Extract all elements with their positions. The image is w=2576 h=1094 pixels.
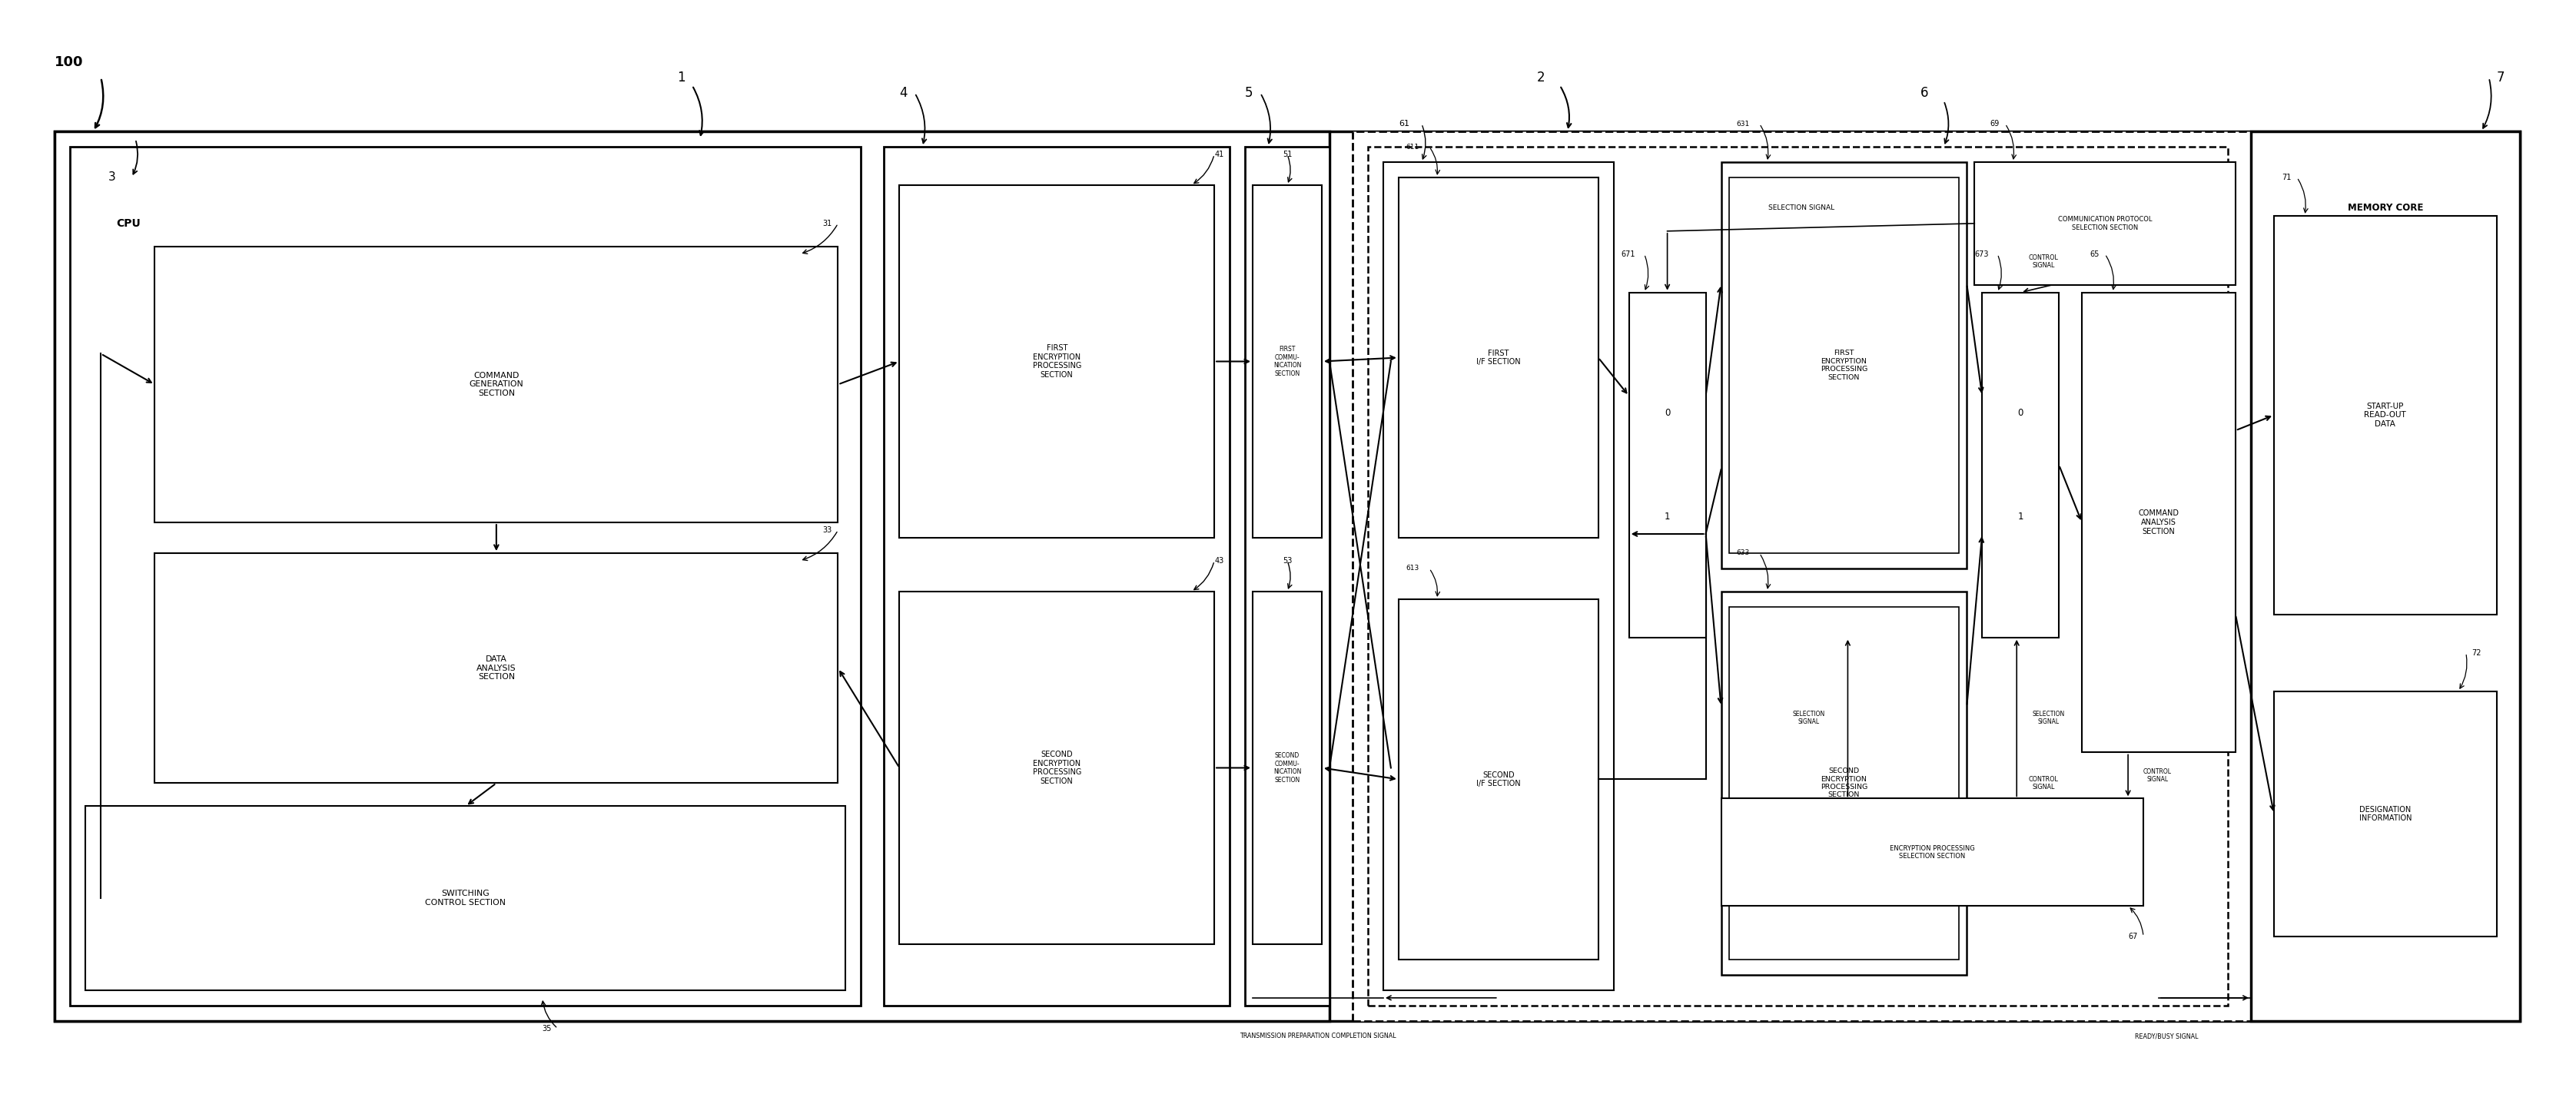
Text: 0: 0	[2017, 408, 2022, 418]
Text: CONTROL
SIGNAL: CONTROL SIGNAL	[2030, 254, 2058, 269]
Text: READY/BUSY SIGNAL: READY/BUSY SIGNAL	[2136, 1033, 2197, 1039]
Text: 1: 1	[1664, 512, 1669, 522]
Text: SELECTION SIGNAL: SELECTION SIGNAL	[1770, 205, 1834, 211]
Text: 35: 35	[544, 1025, 551, 1033]
Bar	[1352, 131, 2519, 1021]
Text: COMMAND
ANALYSIS
SECTION: COMMAND ANALYSIS SECTION	[2138, 510, 2179, 535]
Text: FIRST
COMMU-
NICATION
SECTION: FIRST COMMU- NICATION SECTION	[1273, 346, 1301, 377]
Text: SECOND
ENCRYPTION
PROCESSING
SECTION: SECOND ENCRYPTION PROCESSING SECTION	[1821, 768, 1868, 799]
Text: FIRST
I/F SECTION: FIRST I/F SECTION	[1476, 349, 1520, 365]
Text: 2: 2	[1538, 71, 1546, 84]
Text: 61: 61	[1399, 120, 1409, 128]
Bar	[1981, 292, 2058, 638]
Bar	[1721, 592, 1968, 975]
Text: DATA
ANALYSIS
SECTION: DATA ANALYSIS SECTION	[477, 655, 515, 680]
Text: SELECTION
SIGNAL: SELECTION SIGNAL	[1793, 710, 1824, 725]
Text: 7: 7	[2496, 71, 2504, 84]
Bar	[1628, 292, 1705, 638]
Bar	[1399, 600, 1597, 959]
Bar	[2251, 131, 2519, 1021]
Text: SECOND
ENCRYPTION
PROCESSING
SECTION: SECOND ENCRYPTION PROCESSING SECTION	[1033, 750, 1082, 785]
Bar	[899, 185, 1213, 538]
Text: SELECTION
SIGNAL: SELECTION SIGNAL	[2032, 710, 2063, 725]
Text: 633: 633	[1736, 549, 1749, 557]
Bar	[155, 554, 837, 783]
Bar	[899, 592, 1213, 944]
Text: CONTROL
SIGNAL: CONTROL SIGNAL	[2143, 768, 2172, 783]
Text: 5: 5	[1244, 86, 1252, 100]
Text: COMMAND
GENERATION
SECTION: COMMAND GENERATION SECTION	[469, 372, 523, 397]
Bar	[884, 147, 1229, 1005]
Text: COMMUNICATION PROTOCOL
SELECTION SECTION: COMMUNICATION PROTOCOL SELECTION SECTION	[2058, 216, 2151, 231]
Bar	[1973, 162, 2236, 284]
Text: TRANSMISSION PREPARATION COMPLETION SIGNAL: TRANSMISSION PREPARATION COMPLETION SIGN…	[1239, 1033, 1396, 1039]
Bar	[54, 131, 2519, 1021]
Text: 673: 673	[1973, 251, 1989, 258]
Bar	[1399, 177, 1597, 538]
Text: SECOND
I/F SECTION: SECOND I/F SECTION	[1476, 771, 1520, 788]
Text: FIRST
ENCRYPTION
PROCESSING
SECTION: FIRST ENCRYPTION PROCESSING SECTION	[1821, 350, 1868, 381]
Text: 69: 69	[1989, 120, 1999, 128]
Bar	[155, 246, 837, 523]
Text: 43: 43	[1213, 557, 1224, 565]
Text: 1: 1	[2017, 512, 2022, 522]
Bar	[1252, 185, 1321, 538]
Text: FIRST
ENCRYPTION
PROCESSING
SECTION: FIRST ENCRYPTION PROCESSING SECTION	[1033, 345, 1082, 379]
Bar	[54, 131, 1329, 1021]
Text: SWITCHING
CONTROL SECTION: SWITCHING CONTROL SECTION	[425, 889, 505, 907]
Text: 6: 6	[1922, 86, 1929, 100]
Text: DESIGNATION
INFORMATION: DESIGNATION INFORMATION	[2360, 805, 2411, 822]
Text: 41: 41	[1213, 151, 1224, 159]
Bar	[1252, 592, 1321, 944]
Text: ENCRYPTION PROCESSING
SELECTION SECTION: ENCRYPTION PROCESSING SELECTION SECTION	[1891, 845, 1976, 860]
Bar	[1383, 162, 1613, 990]
Text: 33: 33	[822, 526, 832, 534]
Text: 71: 71	[2282, 174, 2290, 182]
Bar	[1728, 607, 1960, 959]
Bar	[85, 806, 845, 990]
Text: 3: 3	[108, 172, 116, 183]
Text: 4: 4	[899, 86, 907, 100]
Text: 51: 51	[1283, 151, 1293, 159]
Bar	[1244, 147, 1329, 1005]
Bar	[2275, 216, 2496, 615]
Text: START-UP
READ-OUT
DATA: START-UP READ-OUT DATA	[2365, 403, 2406, 428]
Bar	[1721, 162, 1968, 569]
Text: 631: 631	[1736, 120, 1749, 127]
Text: 53: 53	[1283, 557, 1293, 565]
Bar	[1728, 177, 1960, 554]
Bar	[2081, 292, 2236, 753]
Text: 611: 611	[1406, 143, 1419, 150]
Text: 1: 1	[677, 71, 685, 84]
Text: 65: 65	[2089, 251, 2099, 258]
Bar	[70, 147, 860, 1005]
Bar	[1721, 799, 2143, 906]
Text: SECOND
COMMU-
NICATION
SECTION: SECOND COMMU- NICATION SECTION	[1273, 753, 1301, 783]
Text: 613: 613	[1406, 565, 1419, 572]
Bar	[1368, 147, 2228, 1005]
Text: 671: 671	[1620, 251, 1636, 258]
Text: 0: 0	[1664, 408, 1669, 418]
Text: 67: 67	[2128, 933, 2138, 941]
Text: MEMORY CORE: MEMORY CORE	[2347, 203, 2424, 213]
Text: 72: 72	[2470, 649, 2481, 656]
Bar	[2275, 691, 2496, 936]
Text: 31: 31	[822, 220, 832, 228]
Text: CONTROL
SIGNAL: CONTROL SIGNAL	[2030, 776, 2058, 791]
Text: 100: 100	[54, 56, 82, 69]
Text: CPU: CPU	[116, 218, 142, 229]
